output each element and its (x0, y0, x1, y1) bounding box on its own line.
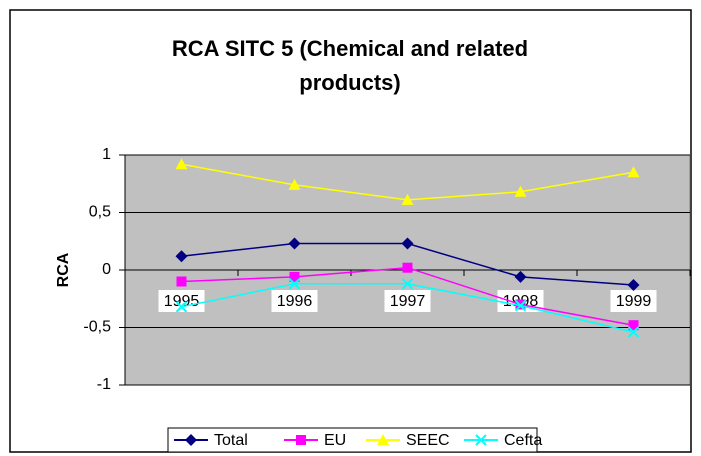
legend-label: SEEC (406, 432, 450, 449)
marker (627, 278, 640, 291)
legend-label: Total (214, 432, 248, 449)
y-tick-label: -1 (97, 376, 111, 393)
marker (288, 178, 301, 190)
marker (185, 434, 197, 446)
marker (401, 193, 414, 205)
marker (475, 434, 487, 446)
legend-label: EU (324, 432, 346, 449)
y-tick-label: 0,5 (89, 204, 111, 221)
marker (175, 250, 188, 263)
y-tick-label: 1 (102, 146, 111, 163)
marker (514, 185, 527, 197)
marker (628, 320, 639, 331)
x-tick-label-bg (271, 290, 318, 312)
marker (289, 271, 300, 282)
marker (627, 326, 640, 338)
chart-title: RCA SITC 5 (Chemical and related product… (171, 36, 529, 95)
marker (514, 299, 527, 312)
marker (176, 276, 187, 287)
x-tick-label-bg (158, 290, 205, 312)
marker (402, 262, 413, 273)
legend-label: Cefta (504, 432, 542, 449)
marker (514, 270, 527, 283)
x-tick-label-bg (384, 290, 431, 312)
marker (288, 278, 301, 290)
y-axis-label: RCA (55, 252, 72, 287)
marker (175, 158, 188, 170)
y-tick-label: 0 (102, 261, 111, 278)
x-tick-label: 1997 (390, 293, 426, 310)
x-tick-label: 1995 (164, 293, 200, 310)
marker (296, 435, 306, 445)
x-tick-label: 1999 (616, 293, 652, 310)
marker (401, 278, 414, 290)
y-tick-label: -0,5 (83, 319, 111, 336)
marker (377, 434, 389, 445)
x-tick-label-bg (610, 290, 657, 312)
marker (175, 301, 188, 313)
marker (288, 237, 301, 250)
marker (401, 237, 414, 250)
marker (627, 166, 640, 178)
x-tick-label: 1996 (277, 293, 313, 310)
